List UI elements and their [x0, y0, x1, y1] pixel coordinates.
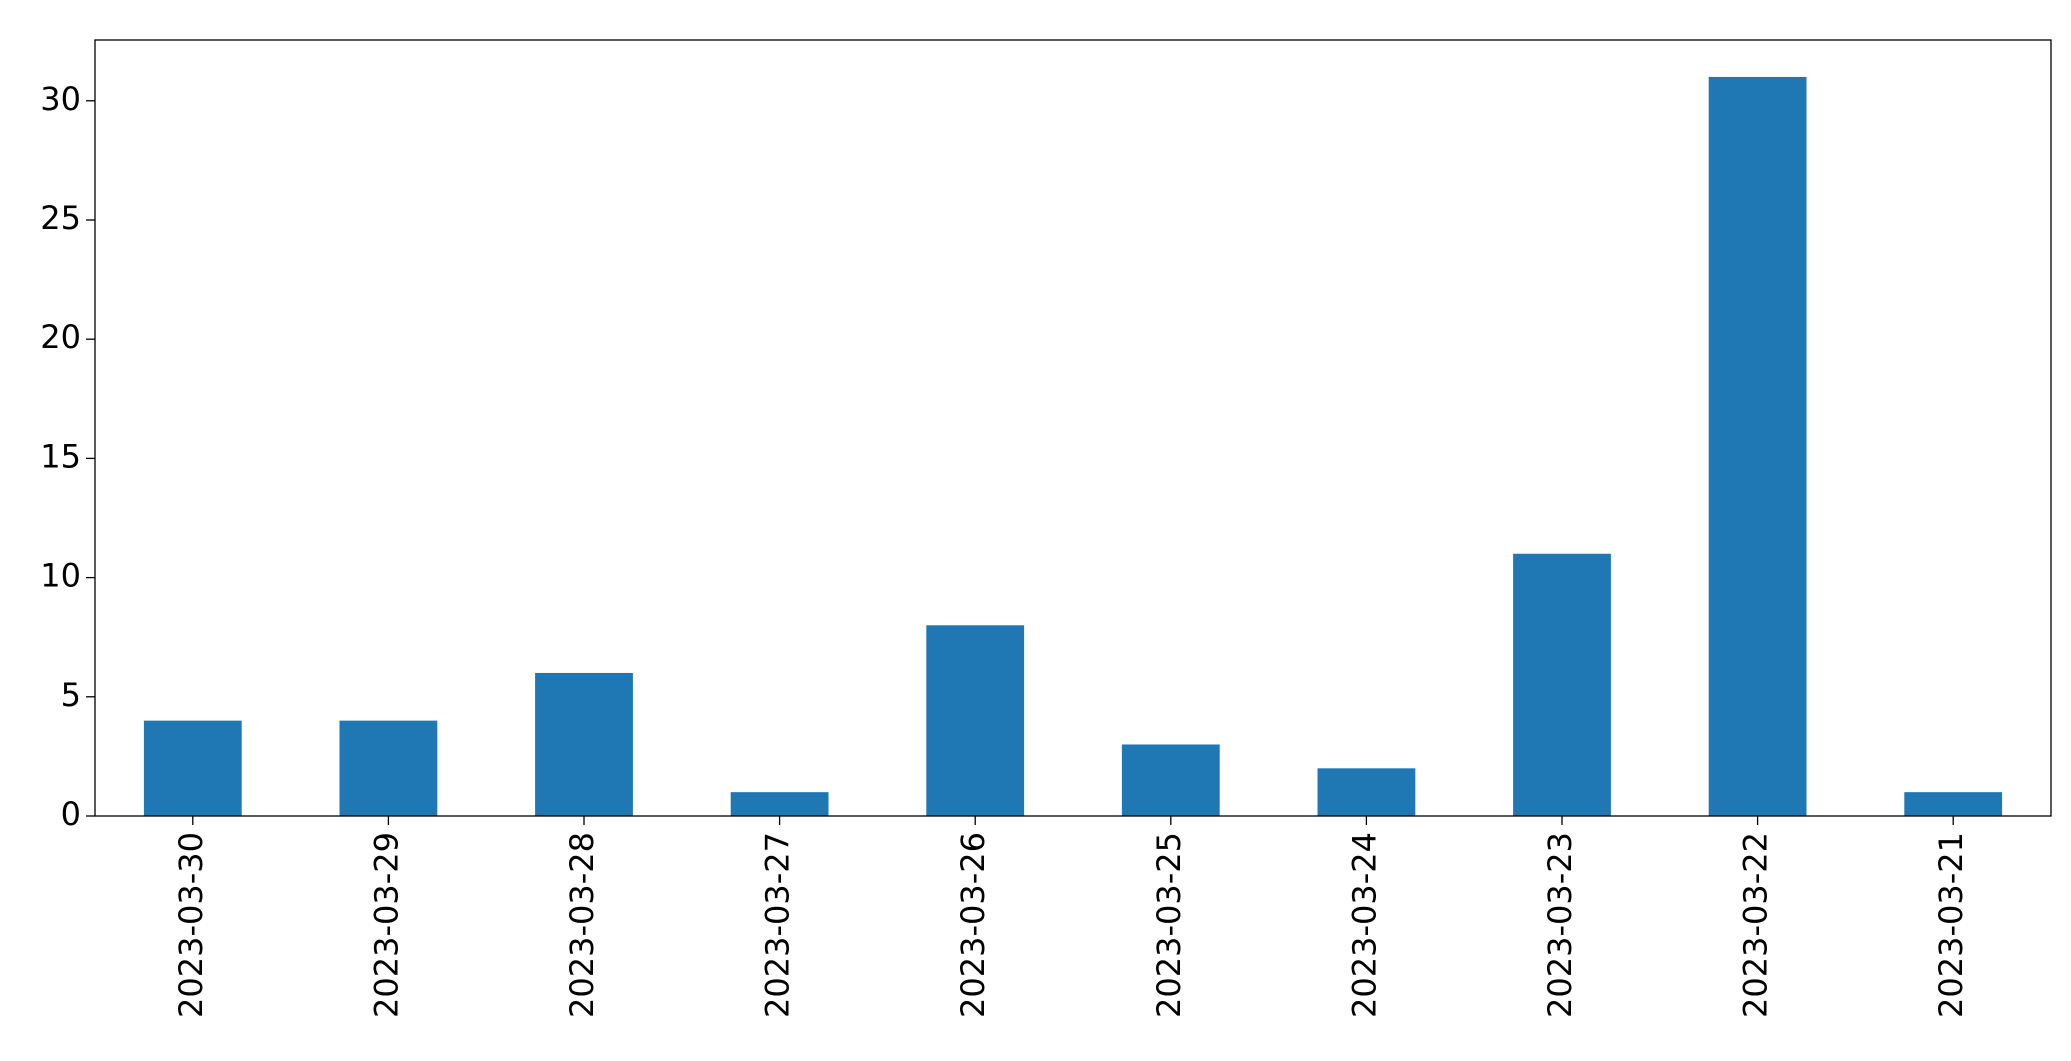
x-tick-label: 2023-03-23: [1541, 832, 1579, 1018]
x-tick-label: 2023-03-27: [759, 832, 797, 1018]
bar: [926, 625, 1025, 816]
y-tick-label: 0: [61, 795, 81, 833]
x-tick-label: 2023-03-25: [1150, 832, 1188, 1018]
bar: [1904, 792, 2003, 816]
bar: [143, 720, 242, 816]
y-tick-label: 5: [61, 676, 81, 714]
plot-frame: [94, 39, 2052, 817]
x-tick-label: 2023-03-29: [367, 832, 405, 1018]
y-tick-label: 10: [40, 557, 81, 595]
x-tick-label: 2023-03-21: [1932, 832, 1970, 1018]
x-tick-label: 2023-03-26: [954, 832, 992, 1018]
x-tick-label: 2023-03-22: [1737, 832, 1775, 1018]
bar: [1708, 76, 1807, 816]
y-tick-label: 30: [40, 80, 81, 118]
bar: [1317, 768, 1416, 816]
bar: [1513, 553, 1611, 816]
y-tick-label: 15: [40, 437, 81, 475]
x-tick-label: 2023-03-24: [1345, 832, 1383, 1018]
x-tick-label: 2023-03-28: [563, 832, 601, 1018]
y-tick-label: 25: [40, 199, 81, 237]
bar: [339, 720, 438, 816]
bar: [730, 792, 829, 816]
y-tick-label: 20: [40, 318, 81, 356]
x-tick-label: 2023-03-30: [172, 832, 210, 1018]
bar: [535, 672, 633, 816]
bar: [1121, 744, 1220, 816]
